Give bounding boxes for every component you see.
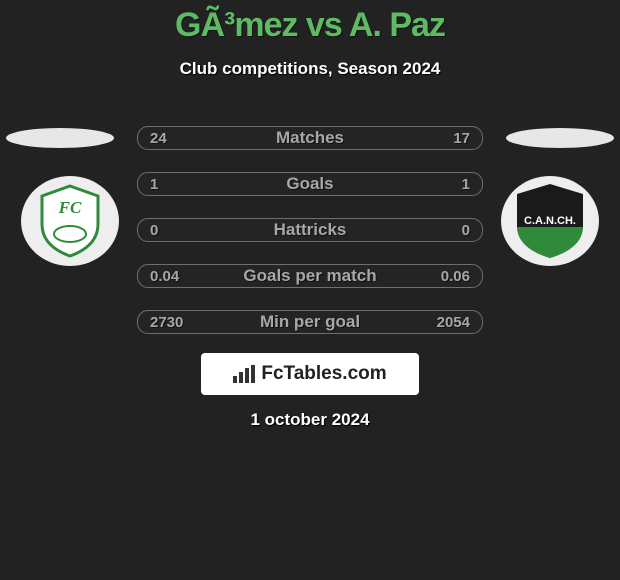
generation-date: 1 october 2024 [0,410,620,430]
stat-label: Goals [198,174,422,194]
stat-left-value: 0 [150,222,198,239]
team-left-badge: FC [21,176,119,266]
player-left-silhouette [6,128,114,148]
stat-row-goals-per-match: 0.04 Goals per match 0.06 [137,264,483,288]
team-left-crest-icon: FC [36,184,104,258]
stat-right-value: 2054 [422,314,470,331]
stat-row-hattricks: 0 Hattricks 0 [137,218,483,242]
stat-row-min-per-goal: 2730 Min per goal 2054 [137,310,483,334]
source-logo-text: FcTables.com [233,363,386,385]
stat-left-value: 2730 [150,314,198,331]
root: GÃ³mez vs A. Paz Club competitions, Seas… [0,0,620,580]
stat-left-value: 0.04 [150,268,198,285]
stat-row-matches: 24 Matches 17 [137,126,483,150]
source-logo-label: FcTables.com [261,363,386,385]
team-right-crest-icon: C.A.N.CH. [513,182,587,260]
team-left-letters: FC [58,198,82,217]
stats-table: 24 Matches 17 1 Goals 1 0 Hattricks 0 0.… [137,126,483,356]
stat-label: Goals per match [198,266,422,286]
bar-chart-icon [233,365,255,383]
stat-label: Min per goal [198,312,422,332]
page-title: GÃ³mez vs A. Paz [0,0,620,45]
player-right-silhouette [506,128,614,148]
stat-row-goals: 1 Goals 1 [137,172,483,196]
stat-label: Hattricks [198,220,422,240]
team-right-badge: C.A.N.CH. [501,176,599,266]
team-right-band-text: C.A.N.CH. [524,215,576,227]
page-subtitle: Club competitions, Season 2024 [0,59,620,79]
stat-left-value: 1 [150,176,198,193]
stat-right-value: 1 [422,176,470,193]
stat-right-value: 17 [422,130,470,147]
stat-label: Matches [198,128,422,148]
source-logo: FcTables.com [201,353,419,395]
stat-right-value: 0 [422,222,470,239]
stat-left-value: 24 [150,130,198,147]
stat-right-value: 0.06 [422,268,470,285]
